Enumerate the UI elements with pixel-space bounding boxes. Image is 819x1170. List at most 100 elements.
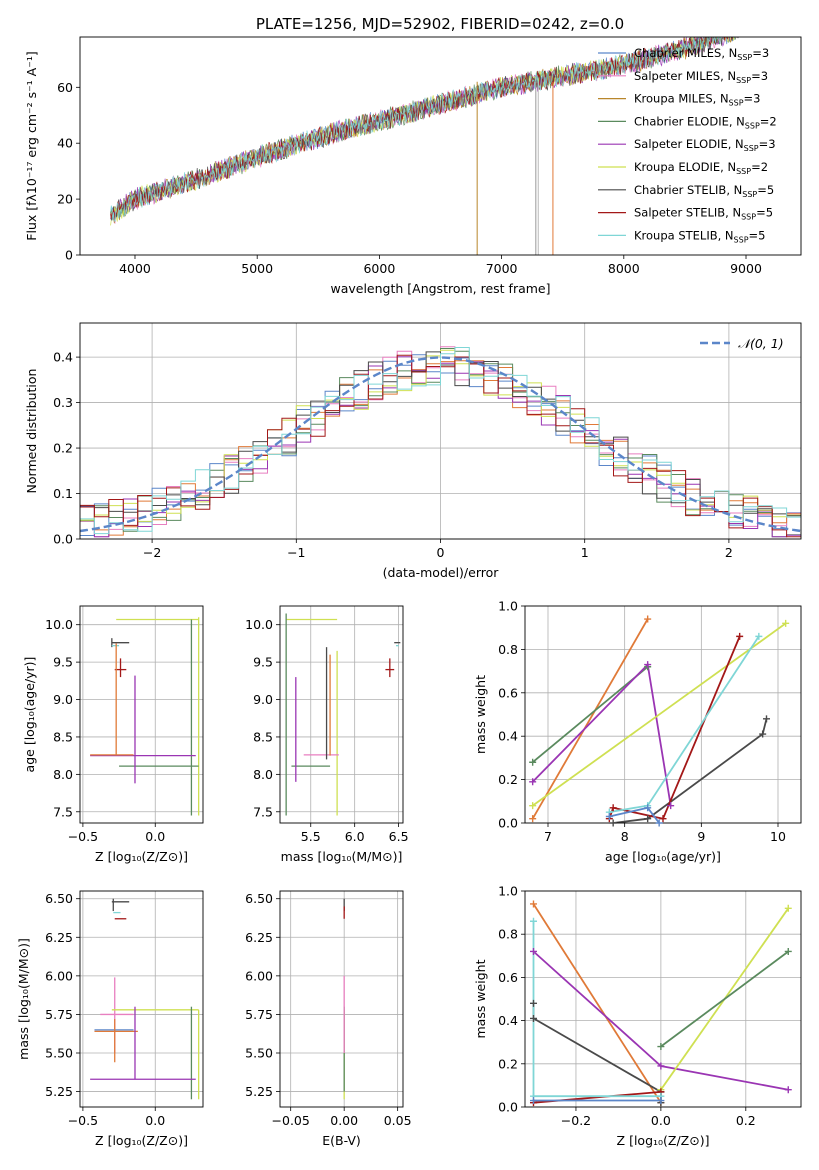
- data-marker: [529, 1097, 537, 1105]
- histogram-step: [80, 347, 801, 535]
- data-marker: [657, 1097, 665, 1105]
- x-tick-label: 10: [770, 829, 786, 844]
- data-marker: [784, 947, 792, 955]
- y-tick-label: 0.8: [498, 642, 518, 657]
- y-tick-label: 0.6: [498, 970, 518, 985]
- x-tick-label: 0.05: [384, 1113, 412, 1128]
- data-marker: [784, 904, 792, 912]
- x-tick-label: 0.00: [330, 1113, 358, 1128]
- legend-label: Kroupa ELODIE, NSSP=2: [634, 160, 768, 176]
- y-tick-label: 0.0: [498, 1100, 518, 1115]
- data-marker: [529, 917, 537, 925]
- axes-frame: [79, 36, 802, 256]
- panel-0: 4000 5000 6000 7000 8000 9000 0 20 40 60 wavelengt…: [24, 36, 802, 296]
- weight-line: [532, 1003, 662, 1103]
- legend-label: Salpeter ELODIE, NSSP=3: [634, 137, 776, 153]
- y-tick-label: 5.25: [45, 1084, 73, 1099]
- x-axis-label: E(B-V): [322, 1133, 361, 1148]
- x-tick-label: −1: [287, 545, 305, 560]
- plot-area: [80, 346, 801, 538]
- data-marker: [784, 1086, 792, 1094]
- axes-frame: [79, 890, 204, 1108]
- panel-6: −0.05 0.00 0.05 5.25 5.50 5.75 6.00 6.25 6.50 E(B…: [245, 890, 412, 1148]
- data-marker: [644, 815, 652, 823]
- y-tick-label: 0.2: [498, 1056, 518, 1071]
- y-axis-label: Flux [fλ10⁻¹⁷ erg cm⁻² s⁻¹ A⁻¹]: [24, 51, 39, 240]
- panel-4: 7 8 9 10 0.0 0.2 0.4 0.6 0.8 1.0 age [log₁₀(age/yr…: [473, 599, 802, 864]
- spectrum-line: [110, 37, 733, 222]
- y-tick-label: 0.4: [498, 1013, 518, 1028]
- data-marker: [644, 804, 652, 812]
- y-tick-label: 5.75: [245, 1007, 273, 1022]
- y-tick-label: 8.0: [253, 767, 273, 782]
- y-tick-label: 8.5: [53, 729, 73, 744]
- y-tick-label: 5.50: [245, 1046, 273, 1061]
- x-tick-label: 0.0: [145, 829, 165, 844]
- legend-label: Chabrier STELIB, NSSP=5: [634, 183, 774, 199]
- x-tick-label: 7: [544, 829, 552, 844]
- y-tick-label: 40: [57, 136, 73, 151]
- axes-frame: [79, 605, 204, 824]
- x-tick-label: 9000: [730, 261, 762, 276]
- y-tick-label: 8.5: [253, 729, 273, 744]
- y-tick-label: 0.6: [498, 685, 518, 700]
- y-axis-label: Normed distribution: [24, 369, 39, 494]
- data-marker: [736, 632, 744, 640]
- spectrum-line: [110, 37, 731, 222]
- data-marker: [657, 1043, 665, 1051]
- data-marker: [659, 815, 667, 823]
- data-marker: [529, 947, 537, 955]
- data-marker: [609, 804, 617, 812]
- x-axis-label: (data-model)/error: [383, 565, 500, 580]
- x-tick-label: 6000: [363, 261, 395, 276]
- x-axis-label: Z [log₁₀(Z/Z⊙)]: [95, 849, 188, 864]
- weight-line: [609, 635, 760, 813]
- y-tick-label: 0.2: [498, 772, 518, 787]
- y-axis-label: age [log₁₀(age/yr)]: [22, 657, 37, 773]
- data-marker: [529, 758, 537, 766]
- x-tick-label: 5000: [241, 261, 273, 276]
- x-tick-label: 0: [437, 545, 445, 560]
- x-tick-label: −0.05: [272, 1113, 310, 1128]
- data-marker: [657, 1062, 665, 1070]
- x-tick-label: 5.5: [301, 829, 321, 844]
- gaussian-curve: [80, 356, 801, 533]
- y-tick-label: 6.50: [45, 891, 73, 906]
- y-tick-label: 0.1: [53, 486, 73, 501]
- weight-line: [613, 718, 768, 823]
- chart-title: PLATE=1256, MJD=52902, FIBERID=0242, z=0…: [256, 15, 624, 33]
- x-axis-label: Z [log₁₀(Z/Z⊙)]: [95, 1133, 188, 1148]
- data-marker: [644, 615, 652, 623]
- y-tick-label: 10.0: [45, 617, 73, 632]
- weight-line: [660, 950, 789, 1048]
- legend-label: Chabrier ELODIE, NSSP=2: [634, 114, 777, 130]
- x-tick-label: −0.5: [68, 829, 98, 844]
- axes-frame: [524, 890, 802, 1108]
- y-tick-label: 5.50: [45, 1046, 73, 1061]
- y-tick-label: 6.00: [245, 968, 273, 983]
- y-tick-label: 6.50: [245, 891, 273, 906]
- data-marker: [759, 730, 767, 738]
- axes-frame: [524, 605, 802, 824]
- data-marker: [755, 632, 763, 640]
- x-tick-label: 1: [581, 545, 589, 560]
- y-tick-label: 0.3: [53, 395, 73, 410]
- y-tick-label: 9.0: [253, 692, 273, 707]
- panel-7: −0.2 0.0 0.2 0.0 0.2 0.4 0.6 0.8 1.0 Z [log₁₀(Z/Z…: [473, 884, 802, 1148]
- y-tick-label: 7.5: [253, 804, 273, 819]
- y-tick-label: 0: [65, 248, 73, 263]
- data-marker: [529, 1014, 537, 1022]
- x-tick-label: 7000: [486, 261, 518, 276]
- x-tick-label: −2: [143, 545, 161, 560]
- x-tick-label: 0.0: [651, 1113, 671, 1128]
- x-tick-label: −0.2: [561, 1113, 591, 1128]
- y-axis-label: mass weight: [473, 675, 488, 754]
- y-tick-label: 0.2: [53, 441, 73, 456]
- y-tick-label: 5.75: [45, 1007, 73, 1022]
- data-marker: [667, 802, 675, 810]
- x-tick-label: 6.5: [389, 829, 409, 844]
- axes-frame: [279, 890, 404, 1108]
- y-tick-label: 0.4: [53, 350, 73, 365]
- data-marker: [763, 715, 770, 723]
